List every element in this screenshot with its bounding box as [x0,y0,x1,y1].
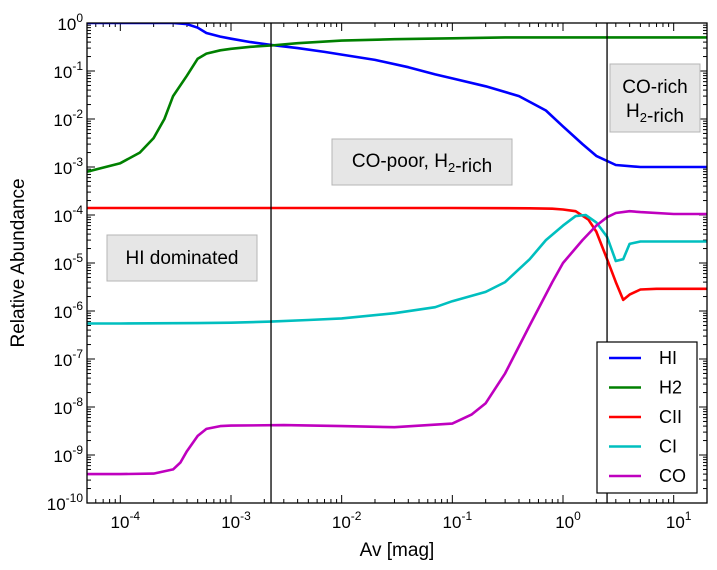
tick-exponent: -7 [72,347,83,361]
tick-mantissa: 10 [221,513,240,532]
tick-mantissa: 10 [111,513,130,532]
subscript: 2 [640,110,647,125]
legend-label-h2: H2 [659,378,682,398]
y-tick-label: 10-8 [53,395,83,418]
annotation-text-co-poor: CO-poor, H2-rich [352,151,492,177]
x-tick-label: 10-2 [332,509,362,532]
tick-exponent: -2 [72,107,83,121]
tick-mantissa: 10 [53,111,72,130]
tick-exponent: -3 [72,155,83,169]
annotation-part: H [626,101,640,122]
series-line-cii [87,206,707,302]
tick-exponent: -8 [72,395,83,409]
legend-label-ci: CI [659,437,677,457]
tick-mantissa: 10 [332,513,351,532]
tick-exponent: -5 [72,251,83,265]
y-tick-label: 10-9 [53,443,83,466]
series-layer [87,23,707,476]
tick-exponent: -9 [72,443,83,457]
annotation-part: CO-poor, H [352,151,448,172]
annotation-box-co-rich [609,63,701,133]
tick-labels: 10-4 10-3 10-2 10-1 100 10110010-110-210-310-… [47,11,692,532]
tick-exponent: -6 [72,299,83,313]
tick-mantissa: 10 [53,159,72,178]
annotation-part: -rich [647,106,684,127]
y-tick-label: 100 [57,11,83,34]
tick-exponent: 0 [574,509,581,523]
tick-exponent: -10 [66,491,84,505]
annotation-part: HI dominated [125,248,238,269]
tick-mantissa: 10 [53,63,72,82]
subscript: 2 [448,160,455,175]
series-line-h2 [87,36,707,173]
x-tick-label: 10-3 [221,509,251,532]
tick-exponent: -4 [72,203,83,217]
x-tick-label: 100 [555,509,581,532]
annotation-box-co-poor [331,138,513,186]
y-tick-label: 10-4 [53,203,83,226]
tick-mantissa: 10 [443,513,462,532]
tick-exponent: -1 [72,59,83,73]
y-tick-label: 10-3 [53,155,83,178]
tick-exponent: -3 [240,509,251,523]
plot-frame [86,22,708,504]
y-tick-label: 10-1 [53,59,83,82]
tick-mantissa: 10 [53,351,72,370]
annotation-text-co-rich: CO-rich [622,77,687,98]
tick-mantissa: 10 [57,15,76,34]
tick-mantissa: 10 [53,447,72,466]
legend: HI H2 CII CI CO [596,341,698,494]
legend-label-cii: CII [659,407,682,427]
y-axis-label: Relative Abundance [8,178,29,347]
tick-mantissa: 10 [53,303,72,322]
tick-mantissa: 10 [666,513,685,532]
tick-exponent: 1 [685,509,692,523]
x-tick-label: 10-4 [111,509,141,532]
y-tick-label: 10-10 [47,491,84,514]
tick-mantissa: 10 [555,513,574,532]
tick-exponent: 0 [76,11,83,25]
tick-mantissa: 10 [47,495,66,514]
annotation-text-co-rich-line2: H2-rich [626,101,684,127]
x-tick-label: 101 [666,509,692,532]
legend-label-hi: HI [659,348,677,368]
annotation-box-hi-dominated [106,234,258,282]
annotation-text-hi-dominated: HI dominated [125,248,238,269]
tick-mantissa: 10 [53,255,72,274]
y-tick-label: 10-7 [53,347,83,370]
legend-label-co: CO [659,466,686,486]
tick-mantissa: 10 [53,399,72,418]
y-tick-label: 10-5 [53,251,83,274]
tick-exponent: -4 [129,509,140,523]
x-axis-label: Av [mag] [360,540,435,561]
annotation-part: -rich [455,156,492,177]
y-tick-label: 10-6 [53,299,83,322]
y-tick-label: 10-2 [53,107,83,130]
tick-exponent: -1 [461,509,472,523]
x-tick-label: 10-1 [443,509,473,532]
series-line-ci [87,213,707,325]
tick-mantissa: 10 [53,207,72,226]
series-line-hi [87,23,707,169]
tick-exponent: -2 [351,509,362,523]
series-line-co [87,209,707,476]
